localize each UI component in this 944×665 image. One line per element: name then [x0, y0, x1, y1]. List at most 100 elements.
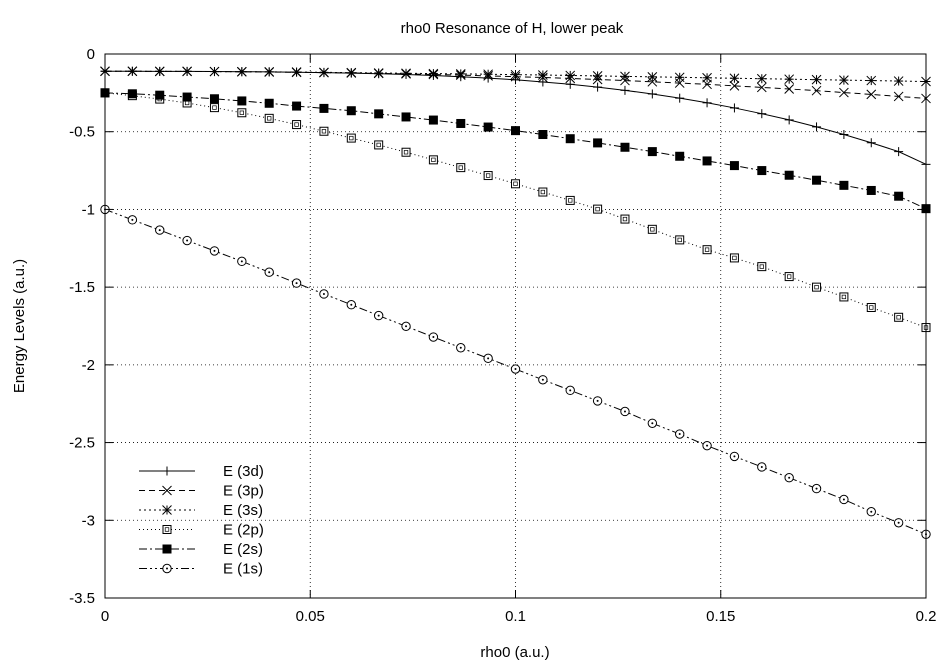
data-point — [702, 156, 712, 166]
data-point — [565, 70, 576, 81]
data-point — [729, 161, 739, 171]
data-point — [811, 85, 822, 96]
legend-entry: E (3s) — [139, 502, 263, 519]
data-point — [162, 525, 172, 534]
data-point — [729, 81, 740, 91]
data-point — [162, 485, 172, 496]
data-point — [593, 82, 603, 92]
data-point — [675, 429, 685, 439]
data-point — [538, 375, 548, 385]
data-point — [812, 282, 822, 292]
data-point — [162, 563, 172, 574]
data-point — [209, 246, 220, 256]
data-point — [647, 76, 658, 87]
data-point — [374, 109, 384, 119]
data-point — [729, 451, 740, 462]
data-point — [538, 187, 548, 197]
data-point — [483, 353, 493, 364]
data-point — [839, 180, 849, 190]
grid — [105, 54, 926, 598]
data-point — [264, 67, 275, 77]
data-point — [839, 75, 849, 85]
series-5 — [100, 88, 931, 214]
data-point — [593, 204, 603, 214]
data-point — [620, 406, 630, 417]
data-point — [702, 98, 712, 108]
data-point — [428, 115, 438, 125]
legend-label: E (1s) — [223, 561, 263, 578]
data-point — [373, 68, 384, 78]
legend-entry: E (3p) — [139, 483, 264, 500]
data-point — [510, 364, 521, 374]
data-point — [291, 278, 302, 288]
data-point — [839, 130, 849, 140]
data-point — [839, 494, 849, 505]
data-point — [346, 133, 356, 143]
data-point — [127, 89, 137, 99]
x-tick-label: 0.15 — [706, 608, 735, 625]
data-point — [292, 101, 302, 111]
data-point — [319, 126, 329, 136]
x-tick-label: 0.05 — [296, 608, 325, 625]
data-point — [401, 321, 411, 332]
data-point — [675, 151, 685, 161]
data-point — [264, 113, 274, 123]
legend-entry: E (1s) — [139, 561, 263, 578]
data-point — [592, 71, 603, 81]
data-point — [565, 79, 575, 89]
data-point — [182, 235, 192, 246]
data-point — [291, 67, 302, 77]
data-point — [893, 518, 904, 528]
data-point — [784, 84, 795, 94]
data-point — [592, 396, 603, 406]
data-point — [811, 74, 822, 85]
data-point — [784, 74, 795, 85]
data-point — [319, 289, 329, 299]
data-point — [428, 68, 439, 79]
data-point — [702, 440, 712, 451]
data-point — [155, 225, 165, 235]
data-point — [647, 71, 658, 82]
legend-label: E (3d) — [223, 463, 264, 480]
data-point — [346, 300, 356, 310]
data-point — [154, 66, 165, 77]
data-point — [182, 92, 192, 102]
data-point — [565, 385, 575, 396]
data-point — [674, 72, 685, 83]
x-tick-label: 0 — [101, 608, 109, 625]
data-point — [757, 166, 767, 176]
data-point — [757, 462, 767, 472]
y-tick-label: -1.5 — [69, 279, 95, 296]
data-point — [237, 96, 247, 106]
y-tick-label: -2 — [82, 357, 95, 374]
y-tick-label: -2.5 — [69, 435, 95, 452]
data-point — [784, 115, 794, 125]
series-6 — [100, 204, 931, 539]
chart-title: rho0 Resonance of H, lower peak — [401, 20, 624, 37]
legend-label: E (2p) — [223, 522, 264, 539]
data-point — [456, 163, 466, 173]
data-point — [319, 103, 329, 113]
y-axis-title: Energy Levels (a.u.) — [11, 259, 28, 393]
data-point — [866, 303, 876, 313]
legend-entry: E (2s) — [139, 541, 263, 558]
legend: E (3d) E (3p) E (3s) E (2p) E (2s) E (1s) — [139, 463, 264, 578]
data-point — [162, 505, 172, 515]
data-point — [538, 70, 548, 80]
legend-label: E (3p) — [223, 483, 264, 500]
data-point — [784, 170, 794, 180]
data-point — [428, 332, 439, 342]
data-point — [264, 98, 274, 108]
data-point — [264, 267, 274, 277]
x-tick-label: 0.2 — [916, 608, 937, 625]
x-tick-label: 0.1 — [505, 608, 526, 625]
data-point — [675, 93, 685, 103]
data-point — [510, 69, 521, 80]
data-point — [866, 185, 876, 195]
data-point — [428, 155, 438, 165]
data-point — [866, 89, 877, 100]
data-point — [236, 66, 247, 77]
x-axis-title: rho0 (a.u.) — [480, 644, 549, 661]
